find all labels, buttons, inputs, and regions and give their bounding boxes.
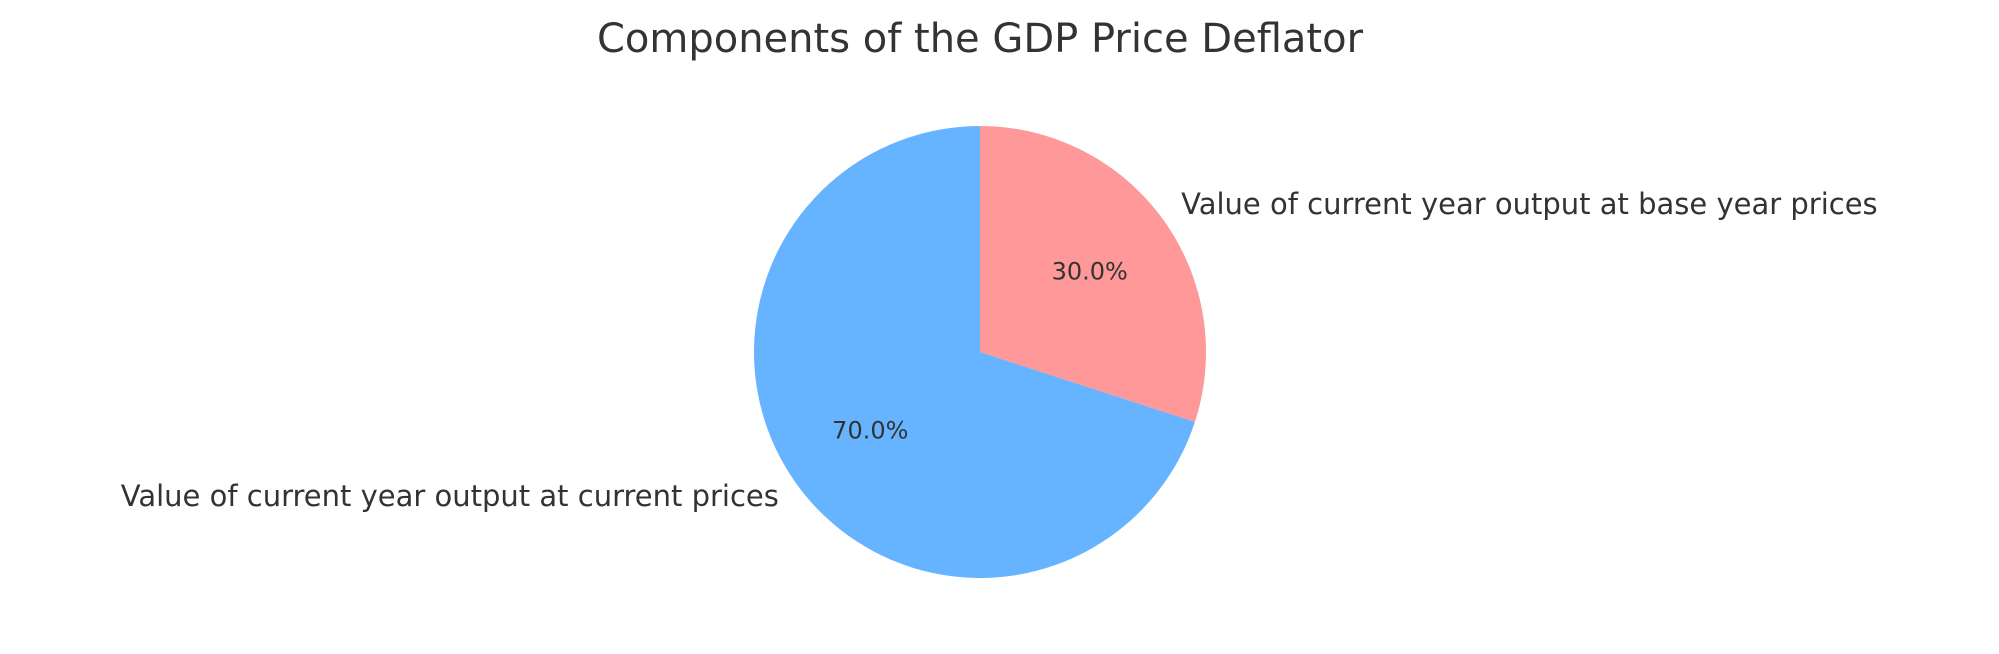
slice-percent-label-1: 30.0%	[1052, 257, 1128, 285]
slice-label-0: Value of current year output at current …	[121, 479, 779, 513]
chart-title: Components of the GDP Price Deflator	[597, 16, 1364, 62]
pie-labels: Value of current year output at current …	[121, 187, 1878, 513]
pie-slice-1	[980, 126, 1206, 422]
slice-percent-label-0: 70.0%	[832, 417, 908, 445]
pie-slices	[754, 126, 1206, 579]
pie-slice-0	[754, 126, 1195, 579]
slice-label-1: Value of current year output at base yea…	[1181, 187, 1878, 221]
